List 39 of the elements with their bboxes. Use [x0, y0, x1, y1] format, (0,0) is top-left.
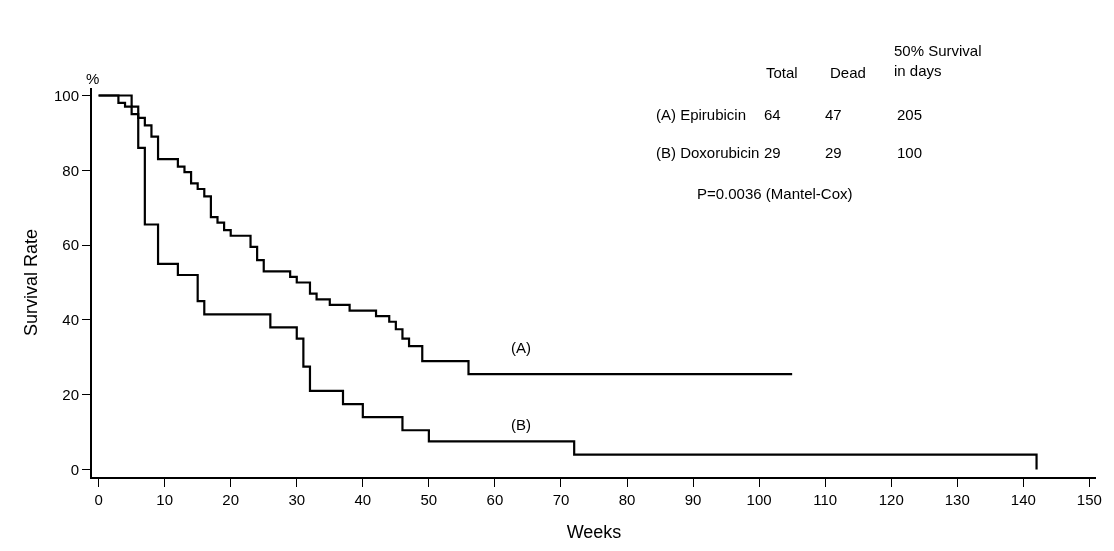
x-tick-label: 70	[552, 491, 570, 508]
y-tick-label: 60	[62, 236, 79, 254]
y-tick-label: 20	[62, 385, 79, 403]
x-tick-label: 120	[878, 491, 904, 508]
x-tick-label: 30	[288, 491, 306, 508]
x-tick-label: 10	[156, 491, 173, 508]
y-tick-label: 0	[70, 460, 79, 478]
annotation: 47	[825, 106, 842, 123]
annotation: (A)	[511, 339, 531, 356]
y-tick-label: 100	[53, 86, 79, 104]
annotation: 205	[897, 106, 923, 123]
annotation: (B) Doxorubicin	[656, 144, 760, 161]
x-tick-label: 110	[813, 491, 838, 508]
x-tick-label: 50	[420, 491, 438, 508]
text: 50% Survival in days	[894, 42, 982, 79]
y-tick-label: 40	[62, 311, 79, 329]
text: %	[86, 70, 100, 87]
x-tick-label: 100	[746, 491, 772, 508]
annotation: 29	[825, 144, 842, 161]
annotation: 29	[764, 144, 781, 161]
y-tick-label: 80	[62, 161, 79, 179]
x-tick-label: 150	[1076, 491, 1102, 508]
x-tick-label: 90	[684, 491, 702, 508]
x-tick-label: 0	[94, 491, 103, 508]
x-tick-label: 40	[354, 491, 372, 508]
text: Total	[766, 64, 798, 81]
text: Dead	[830, 64, 866, 81]
x-tick-label: 20	[222, 491, 240, 508]
annotation: (B)	[511, 416, 531, 433]
x-axis-title: Weeks	[566, 521, 622, 542]
annotation: 100	[897, 144, 923, 161]
x-tick-label: 60	[486, 491, 504, 508]
annotation: 64	[764, 106, 781, 123]
x-tick-label: 130	[944, 491, 970, 508]
x-tick-label: 140	[1010, 491, 1036, 508]
annotation: (A) Epirubicin	[656, 106, 747, 123]
y-axis-title: Survival Rate	[20, 228, 41, 337]
annotation: P=0.0036 (Mantel-Cox)	[697, 185, 853, 202]
x-tick-label: 80	[618, 491, 636, 508]
